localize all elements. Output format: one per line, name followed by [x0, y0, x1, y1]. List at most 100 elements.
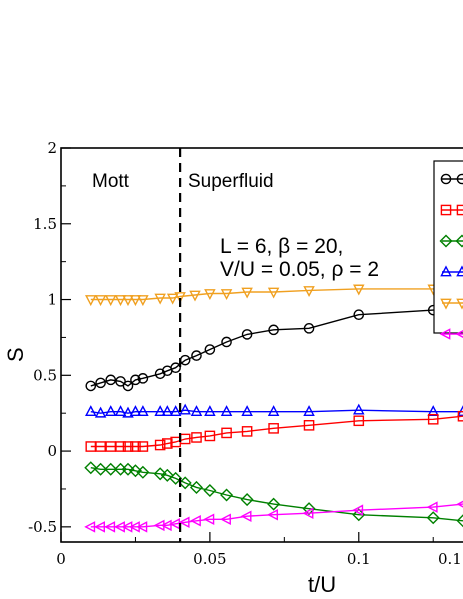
data-point-triangle-down — [303, 286, 315, 298]
data-point-triangle-left — [267, 508, 278, 521]
data-point-triangle-left — [426, 501, 438, 513]
data-point-triangle-up — [129, 405, 142, 417]
data-point-triangle-up — [169, 405, 182, 417]
data-point-triangle-up — [220, 405, 233, 417]
data-point-triangle-down — [85, 295, 97, 307]
data-point-triangle-up — [353, 403, 365, 415]
legend-box — [433, 160, 463, 334]
data-point-triangle-up — [267, 405, 280, 417]
data-point-diamond — [178, 476, 192, 490]
data-point-diamond — [267, 497, 281, 511]
data-point-square — [137, 441, 149, 452]
y-tick-label: -0.5 — [28, 518, 57, 536]
data-point-circle — [303, 323, 315, 334]
data-point-triangle-left — [136, 521, 148, 533]
x-axis-label: t/U — [308, 572, 336, 597]
data-point-circle — [353, 309, 365, 320]
data-point-diamond — [240, 493, 254, 507]
data-point-circle — [268, 324, 279, 336]
legend — [433, 160, 463, 340]
data-point-diamond — [128, 464, 142, 478]
y-tick-label: 0 — [47, 442, 57, 460]
legend-marker-triangle-down — [440, 298, 452, 310]
data-point-diamond — [189, 480, 203, 494]
series-line-triangle-down — [90, 286, 463, 301]
data-point-triangle-left — [160, 519, 172, 532]
data-point-triangle-up — [427, 405, 439, 417]
legend-marker-circle — [440, 173, 452, 185]
data-point-diamond — [94, 462, 108, 476]
x-tick-label: 0.1 — [347, 550, 371, 568]
data-point-circle — [221, 336, 232, 348]
ticks-layer: -0.5 0 0.5 1 1.5 2 0 0.05 0.1 0.1: — [28, 139, 463, 568]
legend-marker-square — [440, 204, 452, 216]
legend-marker-triangle-down — [456, 298, 463, 310]
data-point-circle — [115, 376, 126, 387]
data-point-triangle-down — [267, 287, 280, 299]
legend-marker-diamond — [439, 234, 453, 248]
data-point-circle — [204, 344, 216, 355]
data-point-square — [162, 438, 173, 449]
data-point-triangle-left — [220, 513, 231, 526]
data-point-triangle-down — [241, 287, 253, 299]
data-point-triangle-down — [174, 292, 186, 304]
data-point-triangle-down — [220, 289, 233, 301]
data-point-diamond — [136, 465, 150, 479]
data-point-diamond — [160, 468, 174, 482]
data-point-triangle-up — [114, 405, 127, 417]
legend-marker-triangle-left — [439, 328, 451, 340]
data-point-circle — [130, 374, 141, 386]
data-point-triangle-up — [161, 405, 174, 417]
data-point-diamond — [121, 462, 135, 476]
data-point-circle — [105, 374, 117, 386]
data-point-square — [241, 426, 253, 437]
data-point-triangle-down — [137, 295, 149, 307]
region-label-superfluid: Superfluid — [188, 171, 274, 192]
data-point-circle — [154, 368, 166, 380]
data-point-circle — [122, 380, 134, 392]
data-point-diamond — [456, 514, 463, 528]
data-point-square — [95, 441, 106, 452]
data-point-square — [115, 441, 126, 452]
data-point-square — [191, 432, 202, 443]
data-point-diamond — [220, 488, 234, 502]
data-point-triangle-down — [122, 295, 134, 307]
data-point-triangle-down — [189, 290, 201, 302]
data-point-triangle-left — [189, 515, 201, 527]
data-point-circle — [85, 380, 97, 392]
data-point-circle — [191, 350, 202, 361]
region-label-mott: Mott — [92, 171, 130, 192]
data-point-triangle-up — [179, 403, 191, 415]
legend-marker-diamond — [455, 234, 463, 248]
data-point-triangle-down — [129, 295, 142, 307]
data-point-triangle-down — [104, 295, 117, 307]
data-point-diamond — [84, 461, 98, 475]
series-layer — [84, 283, 463, 533]
data-point-square — [303, 420, 315, 431]
data-point-triangle-up — [190, 405, 203, 417]
data-point-diamond — [169, 471, 183, 485]
legend-marker-triangle-left — [455, 330, 463, 338]
data-point-triangle-up — [204, 405, 216, 417]
series-triangle-down — [85, 283, 463, 307]
x-tick-label: 0.1: — [438, 550, 463, 568]
series-square — [85, 410, 463, 452]
series-line-circle — [90, 307, 463, 387]
data-point-triangle-left — [240, 510, 252, 522]
data-point-square — [353, 415, 365, 427]
data-point-triangle-left — [203, 513, 215, 526]
data-point-diamond — [426, 511, 440, 525]
data-point-diamond — [104, 462, 118, 476]
series-diamond — [84, 461, 463, 528]
legend-marker-triangle-up — [456, 265, 463, 277]
data-point-circle — [241, 329, 253, 340]
data-point-square — [221, 427, 232, 439]
series-circle — [85, 303, 463, 392]
data-point-diamond — [203, 483, 217, 497]
data-point-triangle-down — [166, 293, 179, 305]
data-point-square — [427, 413, 439, 425]
plot-frame — [60, 147, 463, 543]
data-point-circle — [170, 362, 181, 374]
x-tick-label: 0 — [56, 550, 66, 568]
data-point-triangle-up — [154, 405, 166, 417]
